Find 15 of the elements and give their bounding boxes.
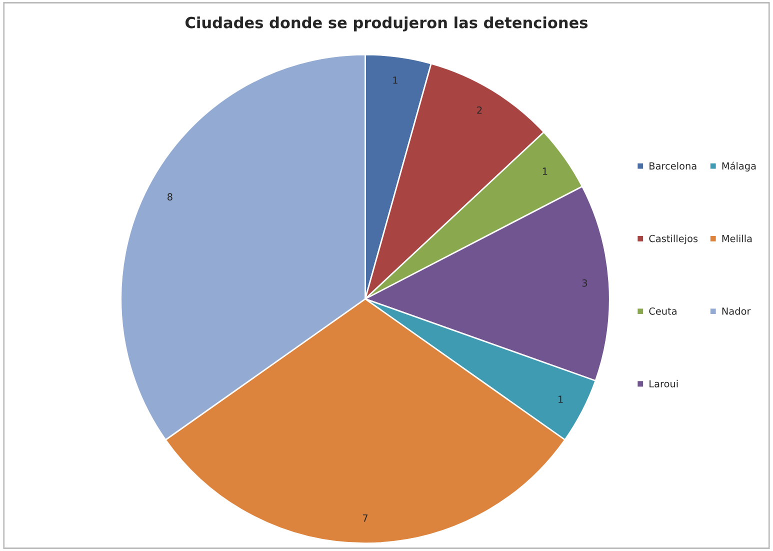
legend-label: Nador [722, 307, 751, 315]
legend-label: Castillejos [649, 234, 698, 244]
legend-label: Melilla [722, 234, 752, 242]
legend-label: Málaga [722, 162, 756, 172]
data-label: 1 [558, 396, 563, 403]
data-label: 1 [542, 168, 548, 175]
legend-label: Laroui [650, 380, 678, 388]
data-label: 7 [362, 514, 368, 522]
legend-label: Barcelona [650, 162, 696, 170]
data-label: 8 [168, 193, 172, 201]
data-label: 2 [477, 106, 482, 114]
chart-title: Ciudades donde se produjeron las detenciones [186, 16, 588, 32]
legend-label: Ceuta [649, 307, 676, 315]
data-label: 3 [582, 279, 588, 287]
data-label: 1 [393, 76, 398, 84]
